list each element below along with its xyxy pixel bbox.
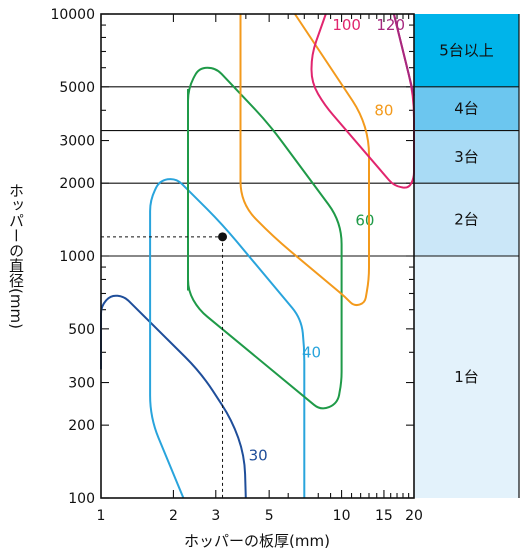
plot-frame (100, 13, 415, 499)
zone-band (414, 14, 519, 87)
series-curve-40 (149, 178, 306, 499)
y-tick-label: 3000 (59, 134, 95, 150)
y-tick-label: 10000 (50, 7, 95, 23)
series-label-120: 120 (376, 16, 405, 34)
x-tick-label: 10 (333, 508, 351, 524)
y-tick-label: 2000 (59, 176, 95, 192)
zone-band-layer: 5台以上 4台 3台 2台 1台 (414, 14, 519, 498)
x-tick-label: 5 (265, 508, 274, 524)
y-tick-label: 100 (68, 491, 95, 507)
y-axis-title: ホッパーの直径(mm) (7, 183, 25, 329)
x-axis-title: ホッパーの板厚(mm) (184, 532, 330, 550)
y-tick-label: 200 (68, 418, 95, 434)
zone-label: 2台 (454, 211, 479, 229)
y-tick-label: 1000 (59, 249, 95, 265)
series-curve-80 (239, 13, 370, 307)
axis-ticks (100, 13, 415, 499)
y-tick-label: 500 (68, 322, 95, 338)
zone-label: 1台 (454, 368, 479, 386)
thickness-curves: 30 40 60 80 100 120 (100, 13, 415, 499)
zone-label: 4台 (454, 100, 479, 118)
zone-band (414, 256, 519, 498)
series-curve-30 (100, 294, 247, 499)
series-label-60: 60 (355, 212, 374, 230)
zone-band (414, 130, 519, 184)
series-label-80: 80 (374, 101, 393, 119)
axis-tick-labels: 1 2 3 5 10 15 20 100 200 300 500 1000 2000 3000 5000 10… (50, 7, 422, 524)
example-guides (101, 232, 228, 498)
zone-band (414, 183, 519, 256)
series-label-30: 30 (249, 446, 268, 464)
x-tick-label: 15 (375, 508, 393, 524)
zone-label: 5台以上 (439, 41, 494, 59)
series-curve-120 (392, 13, 415, 96)
zone-boundary-lines (101, 86, 519, 257)
example-point (218, 232, 228, 242)
x-tick-label: 3 (211, 508, 220, 524)
x-tick-label: 2 (169, 508, 178, 524)
series-curve-60 (187, 66, 343, 410)
x-tick-label: 20 (405, 508, 423, 524)
series-label-40: 40 (302, 343, 321, 361)
x-tick-label: 1 (97, 508, 106, 524)
series-label-100: 100 (332, 16, 361, 34)
zone-band (414, 86, 519, 131)
zone-label: 3台 (454, 148, 479, 166)
y-tick-label: 5000 (59, 80, 95, 96)
y-tick-label: 300 (68, 376, 95, 392)
series-curve-100 (310, 13, 415, 189)
